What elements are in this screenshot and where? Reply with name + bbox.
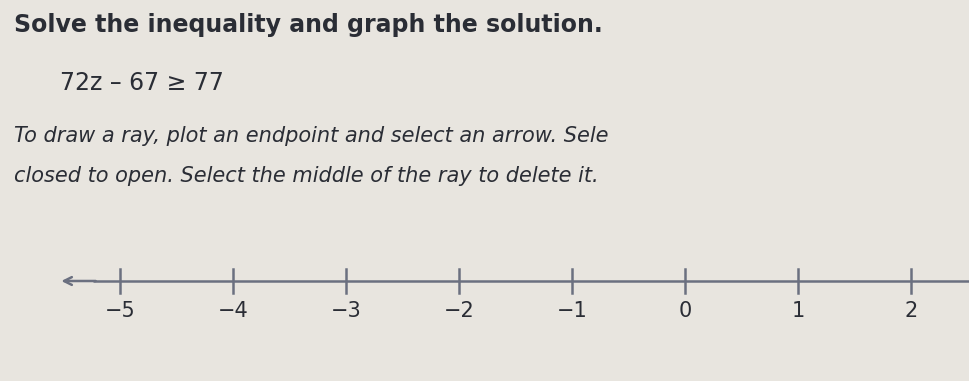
Text: 2: 2 xyxy=(903,301,917,321)
Text: Solve the inequality and graph the solution.: Solve the inequality and graph the solut… xyxy=(14,13,602,37)
Text: −2: −2 xyxy=(443,301,474,321)
Text: 0: 0 xyxy=(677,301,691,321)
Text: closed to open. Select the middle of the ray to delete it.: closed to open. Select the middle of the… xyxy=(14,166,598,186)
Text: −3: −3 xyxy=(330,301,361,321)
Text: 72z – 67 ≥ 77: 72z – 67 ≥ 77 xyxy=(60,71,224,95)
Text: To draw a ray, plot an endpoint and select an arrow. Sele: To draw a ray, plot an endpoint and sele… xyxy=(14,126,608,146)
Text: −1: −1 xyxy=(556,301,587,321)
Text: 1: 1 xyxy=(791,301,804,321)
Text: −5: −5 xyxy=(105,301,136,321)
Text: −4: −4 xyxy=(217,301,248,321)
